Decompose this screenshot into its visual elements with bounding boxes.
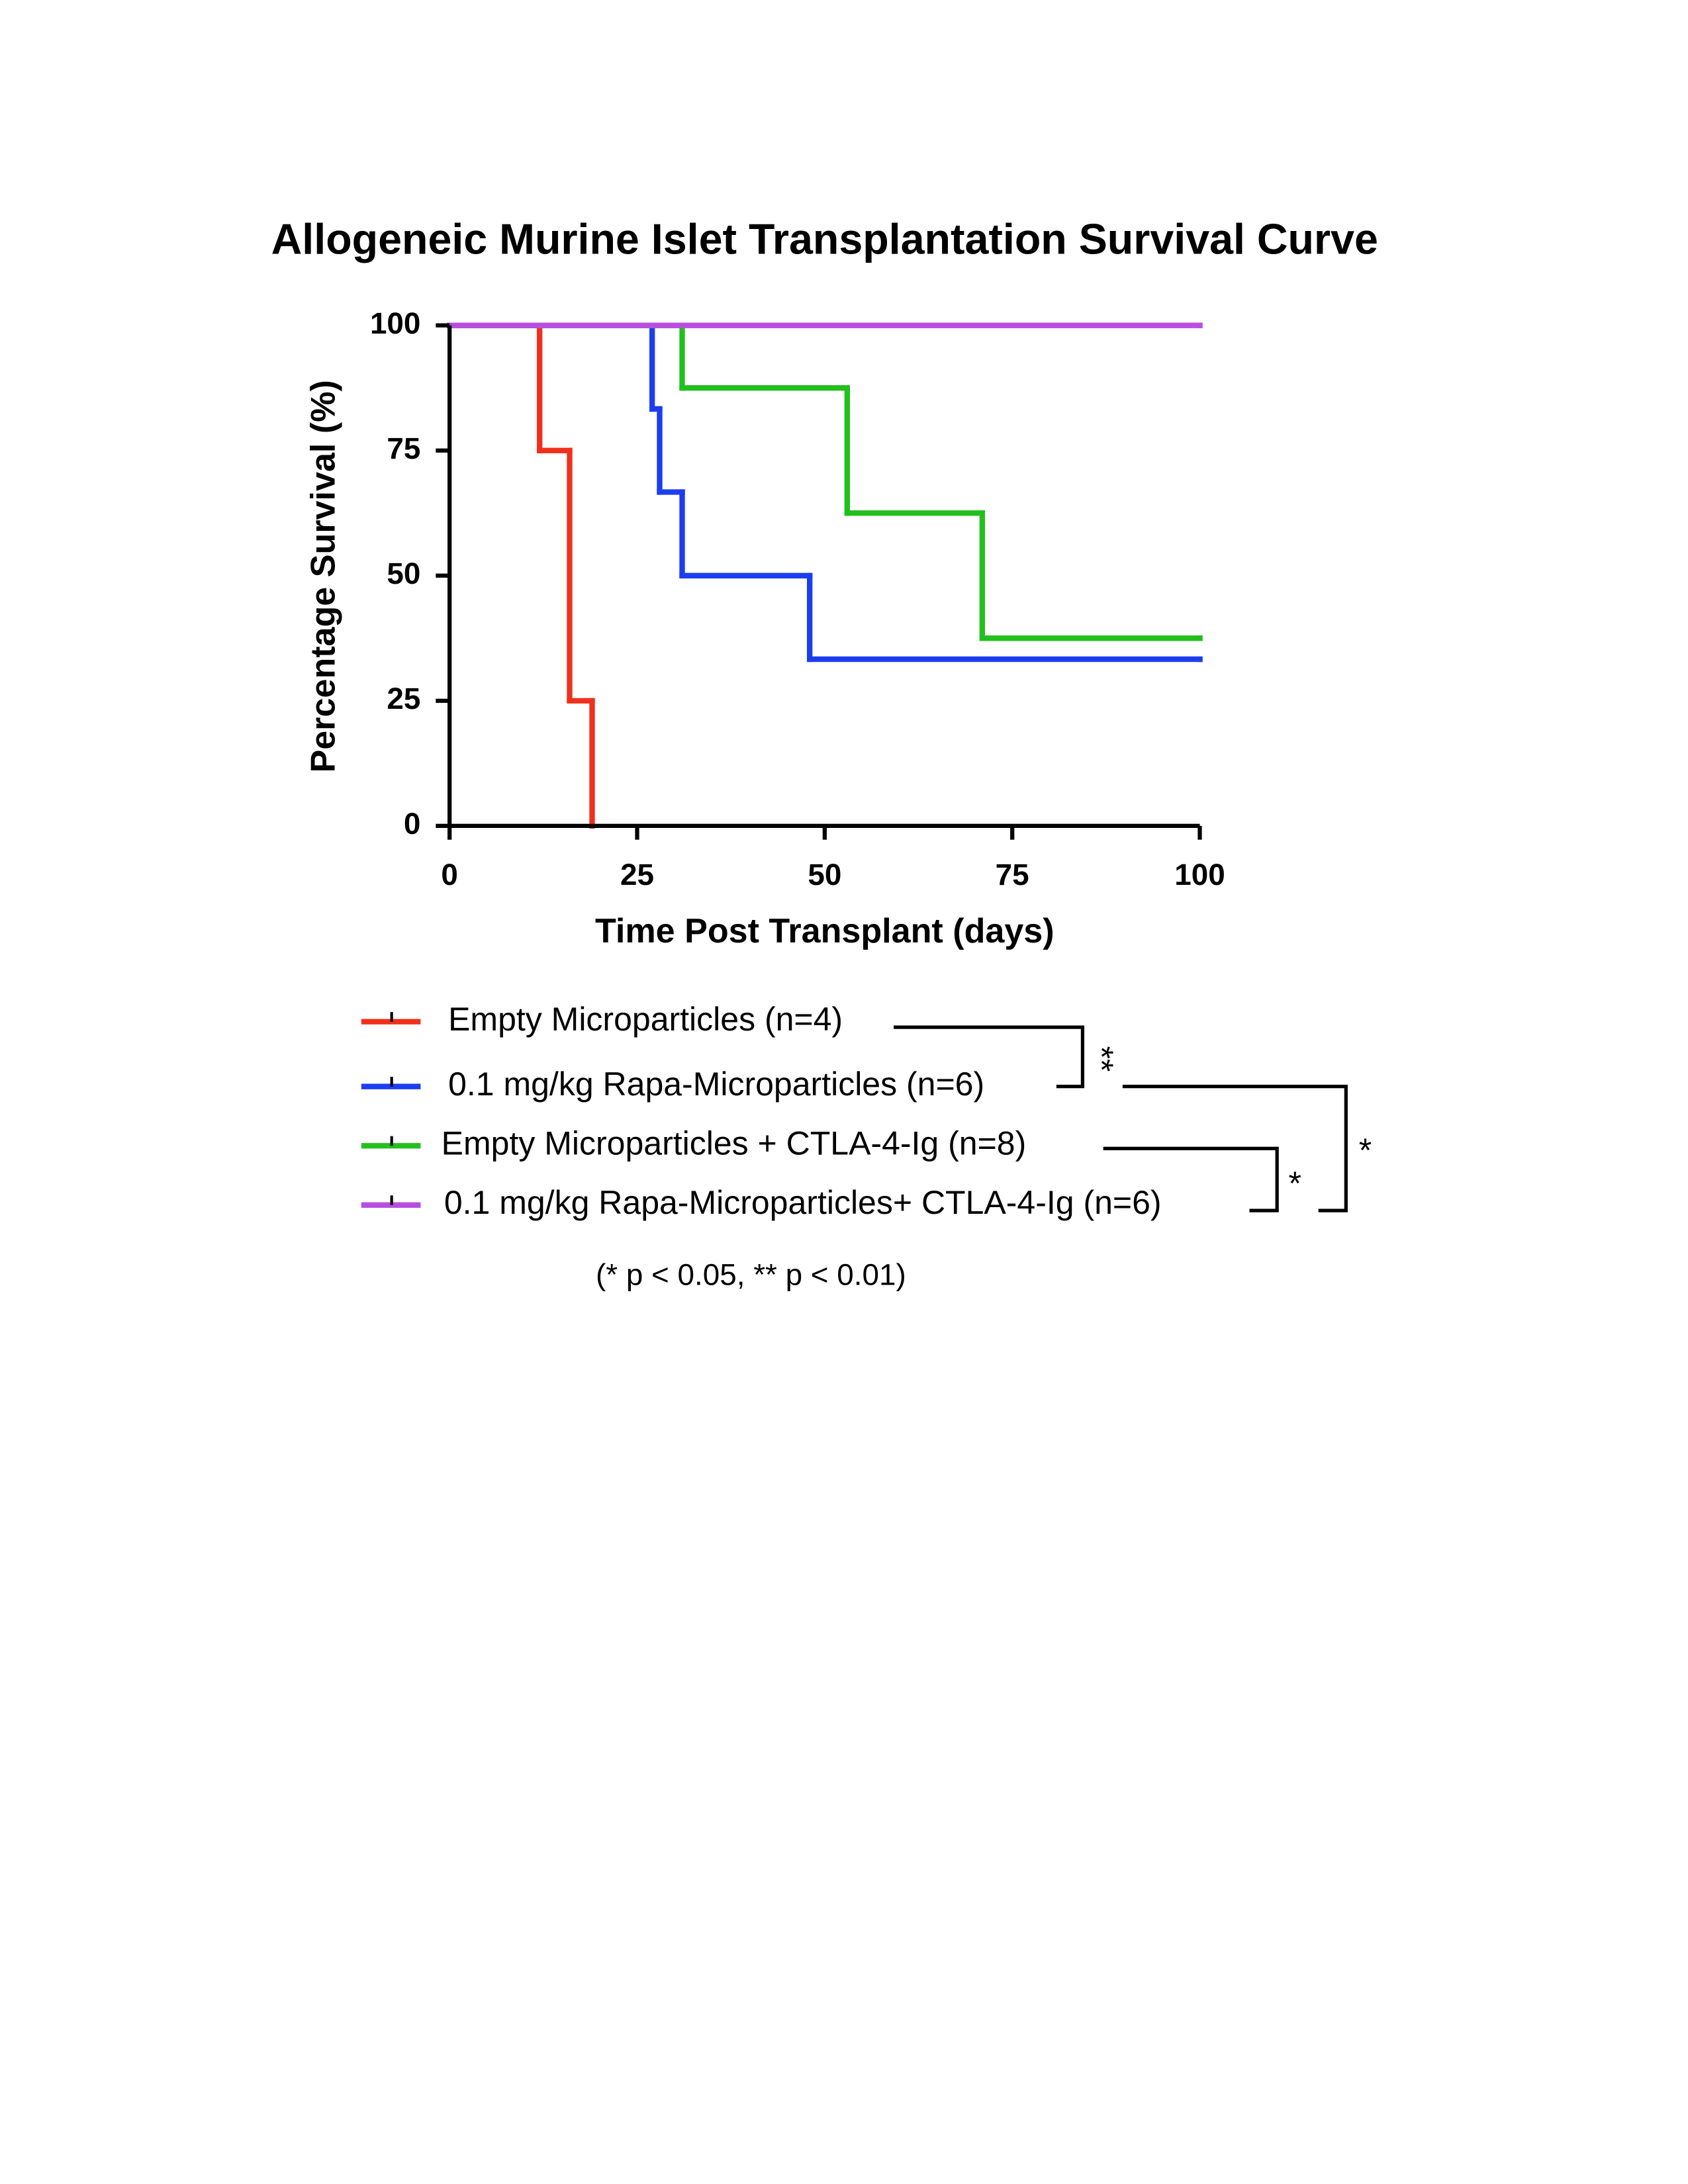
- significance: *: [1359, 1132, 1372, 1169]
- y-tick-label: 0: [404, 807, 421, 841]
- bracket: [894, 1025, 1085, 1089]
- significance: **: [1083, 1046, 1120, 1072]
- y-axis-label: Percentage Survival (%): [304, 380, 342, 772]
- chart-title: Allogeneic Murine Islet Transplantation …: [271, 216, 1378, 263]
- y-tick-label: 75: [387, 432, 420, 465]
- x-tick-label: 0: [441, 858, 457, 891]
- bracket: [1103, 1146, 1279, 1212]
- x-tick-label: 100: [1174, 858, 1225, 891]
- y-tick-label: 25: [387, 682, 420, 715]
- y-tick-label: 50: [387, 557, 420, 590]
- x-tick-label: 75: [996, 858, 1029, 891]
- x-tick-label: 25: [620, 858, 654, 891]
- significance: *: [1289, 1165, 1301, 1202]
- legend-label: 0.1 mg/kg Rapa-Microparticles (n=6): [448, 1066, 984, 1103]
- footnote: (* p < 0.05, ** p < 0.01): [596, 1257, 906, 1291]
- legend-label: Empty Microparticles + CTLA-4-Ig (n=8): [442, 1124, 1027, 1161]
- x-axis-label: Time Post Transplant (days): [595, 912, 1055, 950]
- legend-label: 0.1 mg/kg Rapa-Microparticles+ CTLA-4-Ig…: [444, 1184, 1162, 1221]
- y-tick-label: 100: [370, 306, 420, 340]
- significance-brackets: [894, 1025, 1348, 1212]
- legend-label: Empty Microparticles (n=4): [448, 1001, 843, 1038]
- bracket: [1122, 1085, 1348, 1212]
- x-tick-label: 50: [808, 858, 841, 891]
